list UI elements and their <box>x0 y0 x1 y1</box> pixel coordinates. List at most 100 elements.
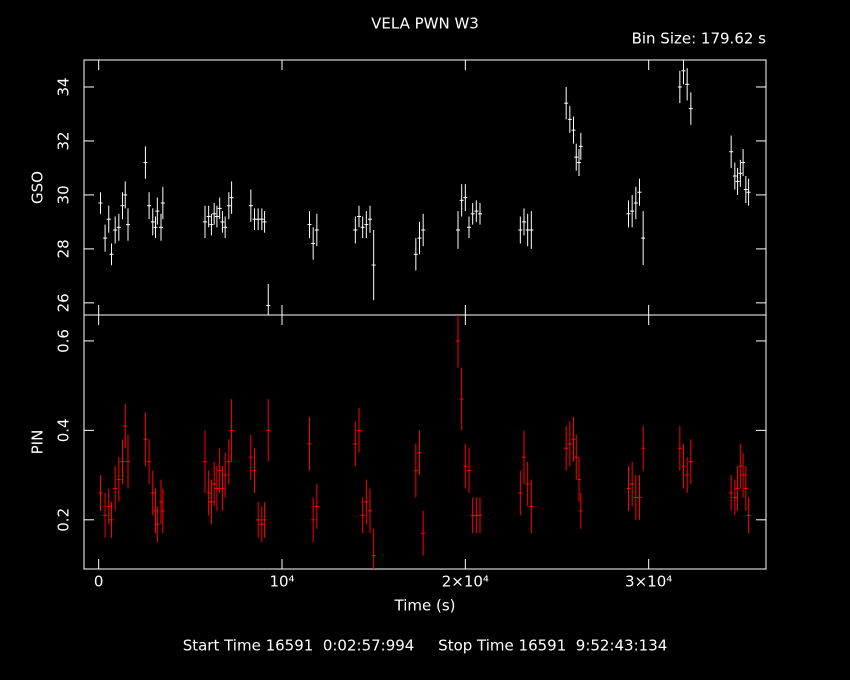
error-bar <box>353 216 358 244</box>
error-bar <box>248 189 253 222</box>
error-bar <box>126 208 130 241</box>
error-bar <box>529 211 534 249</box>
error-bar <box>688 439 693 485</box>
error-bar <box>214 205 219 228</box>
error-bar <box>98 475 103 511</box>
error-bar <box>311 497 316 543</box>
error-bar <box>123 403 128 449</box>
error-bar <box>417 430 422 476</box>
error-bar <box>746 497 751 534</box>
error-bar <box>685 457 690 493</box>
error-bar <box>155 506 160 543</box>
error-bar <box>220 466 225 511</box>
data-layer <box>98 315 751 569</box>
error-bar <box>106 488 111 525</box>
error-bar <box>143 146 148 179</box>
error-bar <box>229 181 234 214</box>
error-bar <box>214 466 219 511</box>
error-bar <box>463 443 468 489</box>
error-bar <box>256 208 261 230</box>
error-bar <box>470 497 475 534</box>
x-tick-label: 3×10⁴ <box>625 573 672 591</box>
error-bar <box>220 211 225 233</box>
error-bar <box>159 213 163 241</box>
error-bar <box>681 60 686 85</box>
error-bar <box>578 132 583 160</box>
error-bar <box>368 488 372 534</box>
error-bar <box>98 192 103 214</box>
error-bar <box>229 399 234 462</box>
y-tick-label: 0.4 <box>55 418 73 442</box>
error-bar <box>574 143 579 171</box>
error-bar <box>522 430 526 485</box>
error-bar <box>525 213 530 247</box>
error-bar <box>741 149 746 177</box>
error-bar <box>371 528 376 569</box>
y-tick-label: 30 <box>55 185 73 204</box>
error-bar <box>677 425 682 471</box>
error-bar <box>456 315 460 368</box>
error-bar <box>743 176 748 204</box>
error-bar <box>732 479 737 516</box>
error-bar <box>217 197 222 220</box>
error-bar <box>116 457 121 502</box>
error-bar <box>522 208 526 236</box>
error-bar <box>153 216 158 239</box>
error-bar <box>577 457 581 502</box>
error-bar <box>360 497 365 534</box>
error-bar <box>126 434 130 489</box>
bin-size: Bin Size: 179.62 s <box>632 30 767 48</box>
y-tick-label: 34 <box>54 77 72 96</box>
chart-title: VELA PWN W3 <box>371 15 479 33</box>
error-bar <box>641 425 646 471</box>
error-bar <box>417 221 422 255</box>
error-bar <box>123 181 128 209</box>
error-bar <box>421 510 426 556</box>
error-bar <box>738 159 743 187</box>
error-bar <box>688 92 693 125</box>
error-bar <box>212 203 217 225</box>
error-bar <box>729 135 734 168</box>
error-bar <box>266 399 271 462</box>
error-bar <box>685 68 690 101</box>
error-bar <box>732 162 737 190</box>
error-bar <box>633 475 638 520</box>
x-axis-label: Time (s) <box>394 597 456 615</box>
error-bar <box>626 466 631 511</box>
error-bar <box>637 475 642 520</box>
panel-frame <box>83 314 767 570</box>
error-bar <box>474 497 479 534</box>
error-bar <box>413 443 418 498</box>
error-bar <box>467 448 471 493</box>
error-bar <box>103 492 108 538</box>
error-bar <box>470 203 475 225</box>
error-bar <box>578 492 583 529</box>
panel-frame <box>83 59 767 316</box>
error-bar <box>641 211 646 266</box>
error-bar <box>143 412 148 467</box>
error-bar <box>630 461 635 507</box>
error-bar <box>529 479 534 534</box>
error-bar <box>735 167 740 195</box>
error-bar <box>357 408 361 453</box>
error-bar <box>147 439 152 485</box>
error-bar <box>368 205 372 233</box>
error-bar <box>360 216 365 239</box>
error-bar <box>120 439 125 485</box>
error-bar <box>743 466 748 511</box>
error-bar <box>252 208 257 230</box>
error-bar <box>637 178 642 206</box>
error-bar <box>729 475 734 511</box>
error-bar <box>474 200 479 222</box>
error-bar <box>147 192 152 220</box>
error-bar <box>248 434 253 480</box>
error-bar <box>564 86 569 120</box>
error-bar <box>633 186 638 220</box>
x-tick-label: 0 <box>94 573 104 591</box>
error-bar <box>160 488 165 534</box>
error-bar <box>266 283 271 315</box>
error-bar <box>209 213 214 236</box>
error-bar <box>564 425 569 471</box>
